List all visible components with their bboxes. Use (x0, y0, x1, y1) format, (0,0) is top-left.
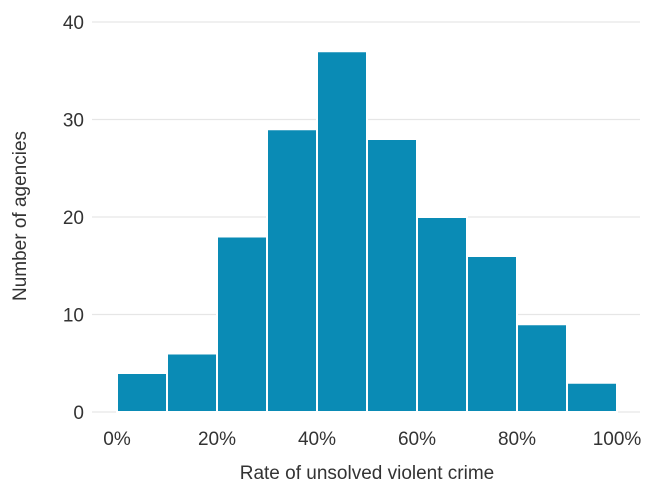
y-tick-label: 10 (63, 306, 84, 327)
histogram-bar (516, 323, 568, 413)
x-tick-label: 20% (198, 429, 236, 450)
y-tick-label: 30 (63, 111, 84, 132)
y-tick-label: 20 (63, 208, 84, 229)
x-tick-label: 80% (498, 429, 536, 450)
histogram-bar (566, 381, 618, 413)
histogram-bar (116, 372, 168, 413)
x-tick-label: 100% (593, 429, 642, 450)
histogram-bar (416, 216, 468, 413)
histogram-bar (216, 235, 268, 413)
y-tick-label: 0 (73, 403, 84, 424)
histogram-bar (316, 50, 368, 413)
histogram-bar (266, 128, 318, 413)
histogram-bar (466, 255, 518, 413)
histogram-bar (166, 352, 218, 413)
y-tick-label: 40 (63, 13, 84, 34)
y-axis-ticks: 0 10 20 30 40 (63, 13, 84, 424)
x-tick-label: 60% (398, 429, 436, 450)
bars (116, 50, 618, 413)
x-tick-label: 40% (298, 429, 336, 450)
histogram-bar (366, 138, 418, 413)
x-axis-title: Rate of unsolved violent crime (240, 463, 495, 484)
y-axis-title: Number of agencies (10, 131, 31, 301)
x-axis-ticks: 0% 20% 40% 60% 80% 100% (103, 429, 641, 450)
x-tick-label: 0% (103, 429, 131, 450)
